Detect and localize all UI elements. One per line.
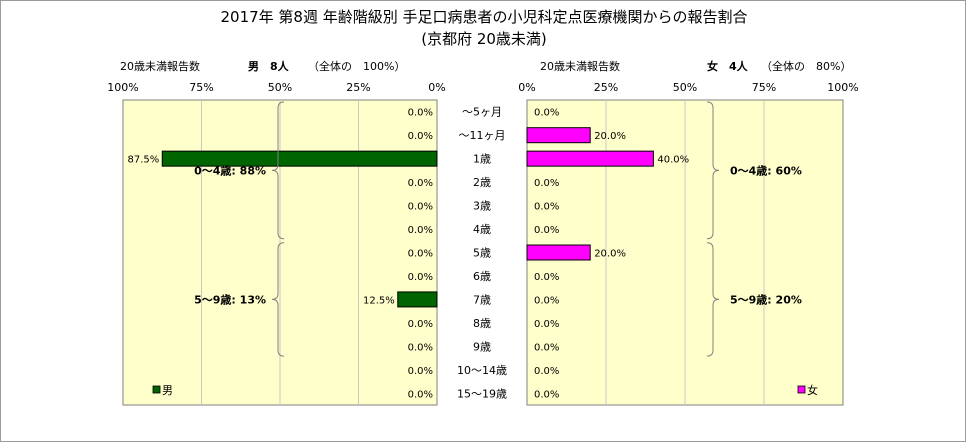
male-value-label: 12.5% [363,295,395,306]
category-label: 15～19歳 [457,387,507,400]
category-label: 8歳 [473,317,491,330]
female-tick-label: 25% [594,81,618,94]
male-age-group-label: 0～4歳: 88% [194,163,266,177]
male-legend-label: 男 [162,384,173,397]
female-value-label: 0.0% [534,319,559,330]
male-value-label: 0.0% [408,225,433,236]
category-label: 9歳 [473,340,491,353]
male-value-label: 0.0% [408,249,433,260]
female-age-group-bracket [706,242,720,357]
female-tick-label: 50% [673,81,697,94]
male-age-group-bracket [271,101,285,240]
male-tick-label: 50% [268,81,292,94]
male-value-label: 0.0% [408,389,433,400]
category-label: 1歳 [473,153,491,166]
male-age-group-bracket [271,242,285,357]
chart-title: 2017年 第8週 年齢階級別 手足口病患者の小児科定点医療機関からの報告割合 [220,8,747,26]
female-value-label: 0.0% [534,366,559,377]
female-bar [526,127,591,144]
male-age-group-label: 5～9歳: 13% [194,292,266,306]
male-value-label: 0.0% [408,272,433,283]
female-bar [526,150,654,167]
category-label: 7歳 [473,293,491,306]
category-label: 5歳 [473,247,491,260]
female-header-caption: 20歳未満報告数 [540,60,620,73]
category-label: 2歳 [473,176,491,189]
female-legend-swatch [797,385,806,394]
male-header-share: （全体の 100%） [308,59,405,73]
male-header-caption: 20歳未満報告数 [120,60,200,73]
female-value-label: 0.0% [534,295,559,306]
female-value-label: 20.0% [594,131,626,142]
male-value-label: 0.0% [408,319,433,330]
category-label: 10～14歳 [457,364,507,377]
male-value-label: 87.5% [127,155,159,166]
female-value-label: 0.0% [534,108,559,119]
male-legend-swatch [152,385,161,394]
female-value-label: 0.0% [534,178,559,189]
male-tick-label: 0% [428,81,445,94]
category-label: 4歳 [473,223,491,236]
category-label: 6歳 [473,270,491,283]
female-value-label: 0.0% [534,225,559,236]
male-value-label: 0.0% [408,131,433,142]
male-value-label: 0.0% [408,366,433,377]
female-value-label: 0.0% [534,272,559,283]
female-value-label: 0.0% [534,342,559,353]
male-value-label: 0.0% [408,202,433,213]
female-bar [526,244,591,261]
category-label: 3歳 [473,200,491,213]
female-tick-label: 0% [518,81,535,94]
chart-subtitle: (京都府 20歳未満) [421,30,547,48]
male-tick-label: 75% [189,81,213,94]
male-tick-label: 100% [107,81,138,94]
female-value-label: 0.0% [534,389,559,400]
female-age-group-bracket [706,101,720,240]
category-label: ～5ヶ月 [462,106,502,119]
female-tick-label: 100% [827,81,858,94]
female-legend-label: 女 [807,383,818,397]
male-bar [161,150,438,167]
male-header-count: 男 8人 [248,59,290,73]
male-value-label: 0.0% [408,108,433,119]
female-value-label: 0.0% [534,202,559,213]
female-value-label: 20.0% [594,249,626,260]
female-tick-label: 75% [752,81,776,94]
female-age-group-label: 0～4歳: 60% [730,163,802,177]
category-label: ～11ヶ月 [459,129,506,142]
female-age-group-label: 5～9歳: 20% [730,292,802,306]
male-bar [397,291,438,308]
male-value-label: 0.0% [408,178,433,189]
female-header-share: （全体の 80%） [761,59,851,73]
female-value-label: 40.0% [657,155,689,166]
male-tick-label: 25% [346,81,370,94]
male-value-label: 0.0% [408,342,433,353]
female-header-count: 女 4人 [707,59,749,73]
